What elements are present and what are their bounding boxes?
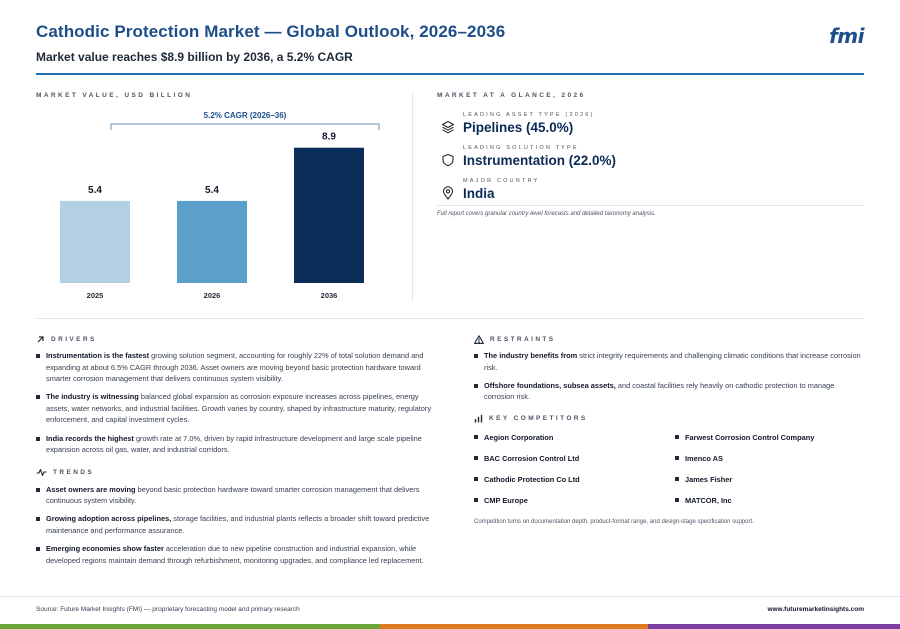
map-pin-icon xyxy=(442,186,454,200)
competitor-item: MATCOR, Inc xyxy=(675,496,864,505)
bar-value-label: 5.4 xyxy=(205,185,219,196)
competitor-item: Aegion Corporation xyxy=(474,433,675,442)
page-title: Cathodic Protection Market — Global Outl… xyxy=(36,22,506,41)
source-note: Source: Future Market Insights (FMI) — p… xyxy=(36,606,300,613)
bar-value-label: 8.9 xyxy=(322,132,336,143)
drivers-list: Instrumentation is the fastest growing s… xyxy=(36,350,436,456)
driver-item: India records the highest growth rate at… xyxy=(36,433,436,456)
market-at-a-glance: MARKET AT A GLANCE, 2026 LEADING ASSET T… xyxy=(437,92,864,217)
page-subtitle: Market value reaches $8.9 billion by 203… xyxy=(36,50,353,64)
competitor-item: BAC Corrosion Control Ltd xyxy=(474,454,675,463)
website-link[interactable]: www.futuremarketinsights.com xyxy=(767,606,864,613)
trend-item: Growing adoption across pipelines, stora… xyxy=(36,513,436,536)
drivers-heading: DRIVERS xyxy=(36,334,436,344)
category-tick-label: 2026 xyxy=(204,291,221,300)
trends-label: TRENDS xyxy=(53,469,95,477)
glance-item-asset-type: LEADING ASSET TYPE (2026) Pipelines (45.… xyxy=(437,112,864,142)
restraint-item: Offshore foundations, subsea assets, and… xyxy=(474,380,864,403)
brand-color-stripe xyxy=(0,624,900,629)
glance-item-major-country: MAJOR COUNTRY India xyxy=(437,178,864,208)
report-header: Cathodic Protection Market — Global Outl… xyxy=(36,22,864,64)
bar-2025 xyxy=(60,200,130,283)
driver-item: The industry is witnessing balanced glob… xyxy=(36,391,436,426)
footer-divider xyxy=(0,596,900,597)
trend-item: Emerging economies show faster accelerat… xyxy=(36,543,436,566)
glance-caption: LEADING SOLUTION TYPE xyxy=(463,145,579,151)
glance-section-label: MARKET AT A GLANCE, 2026 xyxy=(437,92,586,99)
glance-value: India xyxy=(463,186,495,201)
restraints-competitors-column: RESTRAINTS The industry benefits from st… xyxy=(474,334,864,525)
cagr-bracket xyxy=(110,123,380,130)
warning-triangle-icon xyxy=(474,334,484,344)
restraints-label: RESTRAINTS xyxy=(490,335,556,343)
section-divider xyxy=(36,318,864,319)
glance-value: Pipelines (45.0%) xyxy=(463,120,574,135)
competitor-item: Farwest Corrosion Control Company xyxy=(675,433,864,442)
glance-divider xyxy=(437,205,864,206)
competitors-note: Competition turns on documentation depth… xyxy=(474,518,754,525)
drivers-label: DRIVERS xyxy=(51,335,97,343)
trends-heading: TRENDS xyxy=(36,468,436,478)
glance-item-solution-type: LEADING SOLUTION TYPE Instrumentation (2… xyxy=(437,145,864,175)
stripe-green xyxy=(0,624,380,629)
fmi-logo[interactable]: fmi xyxy=(829,24,864,48)
trends-list: Asset owners are moving beyond basic pro… xyxy=(36,484,436,567)
stripe-orange xyxy=(380,624,648,629)
arrow-up-right-icon xyxy=(37,335,44,342)
layers-icon xyxy=(441,120,455,134)
chart-section-label: MARKET VALUE, USD BILLION xyxy=(36,92,193,99)
restraints-list: The industry benefits from strict integr… xyxy=(474,350,864,403)
trend-item: Asset owners are moving beyond basic pro… xyxy=(36,484,436,507)
market-value-chart-panel: MARKET VALUE, USD BILLION 5.4 2025 5.4 2026… xyxy=(36,92,406,302)
category-tick-label: 2036 xyxy=(321,291,338,300)
competitor-item: Imenco AS xyxy=(675,454,864,463)
restraint-item: The industry benefits from strict integr… xyxy=(474,350,864,373)
market-value-bar-chart: 5.4 2025 5.4 2026 8.9 2036 5.2% CAGR (2026–36) xyxy=(60,111,380,300)
competitors-label: KEY COMPETITORS xyxy=(489,415,588,423)
glance-note: Full report covers granular country-leve… xyxy=(437,211,656,217)
glance-value: Instrumentation (22.0%) xyxy=(463,153,617,168)
glance-caption: MAJOR COUNTRY xyxy=(463,178,540,184)
category-tick-label: 2025 xyxy=(87,291,104,300)
bar-2036 xyxy=(294,147,364,283)
competitors-heading: KEY COMPETITORS xyxy=(474,414,864,424)
restraints-heading: RESTRAINTS xyxy=(474,334,864,344)
competitor-item: Cathodic Protection Co Ltd xyxy=(474,475,675,484)
driver-item: Instrumentation is the fastest growing s… xyxy=(36,350,436,385)
shield-icon xyxy=(442,153,454,167)
cagr-annotation: 5.2% CAGR (2026–36) xyxy=(204,111,287,120)
bar-value-label: 5.4 xyxy=(88,185,102,196)
activity-pulse-icon xyxy=(36,469,47,477)
glance-caption: LEADING ASSET TYPE (2026) xyxy=(463,112,595,118)
competitor-item: James Fisher xyxy=(675,475,864,484)
header-divider xyxy=(36,73,864,75)
competitors-list: Aegion Corporation Farwest Corrosion Con… xyxy=(474,433,864,505)
bar-chart-icon xyxy=(474,415,483,423)
stripe-purple xyxy=(648,624,900,629)
competitor-item: CMP Europe xyxy=(474,496,675,505)
vertical-divider xyxy=(412,92,413,302)
bar-2026 xyxy=(177,200,247,283)
drivers-trends-column: DRIVERS Instrumentation is the fastest g… xyxy=(36,334,436,573)
